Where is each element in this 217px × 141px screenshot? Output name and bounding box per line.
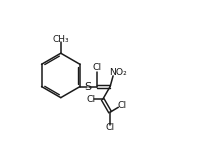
Text: Cl: Cl: [105, 123, 115, 132]
Text: S: S: [84, 81, 92, 92]
Text: Cl: Cl: [92, 63, 102, 72]
Text: CH₃: CH₃: [53, 35, 69, 44]
Text: Cl: Cl: [117, 101, 127, 110]
Text: NO₂: NO₂: [109, 68, 127, 77]
Text: Cl: Cl: [86, 95, 95, 104]
